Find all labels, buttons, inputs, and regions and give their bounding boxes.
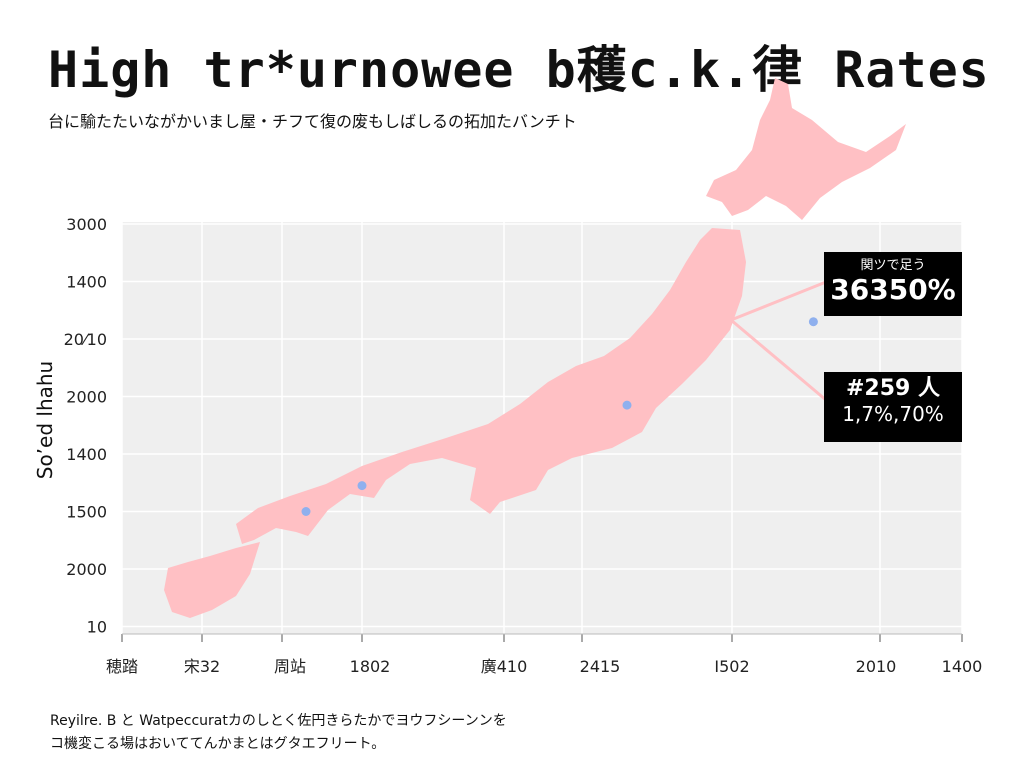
y-tick-label: 2000 xyxy=(66,388,107,407)
callout-bottom-label: #259 人 xyxy=(845,376,941,401)
callout-box-top: 関ツで足う 36350% xyxy=(824,252,962,316)
japan-map-shape xyxy=(164,78,906,618)
footnote-line-1: Reyilre. B と Watpeccuratカのしとく佐円きらたかでヨウフシ… xyxy=(50,713,507,729)
callout-bottom-value: 1,7%,70% xyxy=(842,402,944,426)
x-tick-label: I502 xyxy=(714,657,749,676)
x-axis-ticks: 穂踏 宋32 周站 1802 廣410 2415 I502 2010 1400 xyxy=(106,657,982,676)
x-tick-label: 2010 xyxy=(856,657,897,676)
x-tick-label: 1400 xyxy=(942,657,983,676)
y-axis-label: So’ed lhahu xyxy=(33,361,57,480)
callout-top-value: 36350% xyxy=(830,273,956,306)
data-points xyxy=(301,317,818,516)
x-tick-label: 廣410 xyxy=(481,657,528,676)
callout-top-label: 関ツで足う xyxy=(860,258,926,273)
x-tick-label: 穂踏 xyxy=(106,657,138,676)
data-point xyxy=(301,507,311,516)
y-tick-label: 1400 xyxy=(66,445,107,464)
y-tick-label: 1400 xyxy=(66,273,107,292)
y-tick-label: 3000 xyxy=(66,215,107,234)
y-tick-label: 1500 xyxy=(66,503,107,522)
chart-title: High tr*urnowee b穫c.k.律 Rates xyxy=(48,41,990,99)
y-axis-ticks: 3000 1400 20⁄10 2000 1400 1500 2000 10 xyxy=(64,215,107,637)
y-tick-label: 20⁄10 xyxy=(64,330,107,349)
y-tick-label: 10 xyxy=(87,618,107,637)
callout-lines xyxy=(730,280,827,402)
data-point xyxy=(357,481,367,491)
y-tick-label: 2000 xyxy=(66,560,107,579)
callout-box-bottom: #259 人 1,7%,70% xyxy=(824,372,962,442)
x-tick-label: 1802 xyxy=(350,657,391,676)
x-tick-label: 宋32 xyxy=(184,657,220,676)
x-tick-label: 2415 xyxy=(580,657,621,676)
chart-subtitle: 台に騟たたいながかいまし屋・チフて復の废もしばしるの拓加たバンチト xyxy=(48,112,577,131)
x-tick-label: 周站 xyxy=(274,657,306,676)
footnote: Reyilre. B と Watpeccuratカのしとく佐円きらたかでヨウフシ… xyxy=(50,710,507,756)
footnote-line-2: コ機変こる場はおいててんかまとはグタエフリート。 xyxy=(50,736,386,752)
data-point xyxy=(622,400,632,410)
data-point xyxy=(808,317,818,327)
